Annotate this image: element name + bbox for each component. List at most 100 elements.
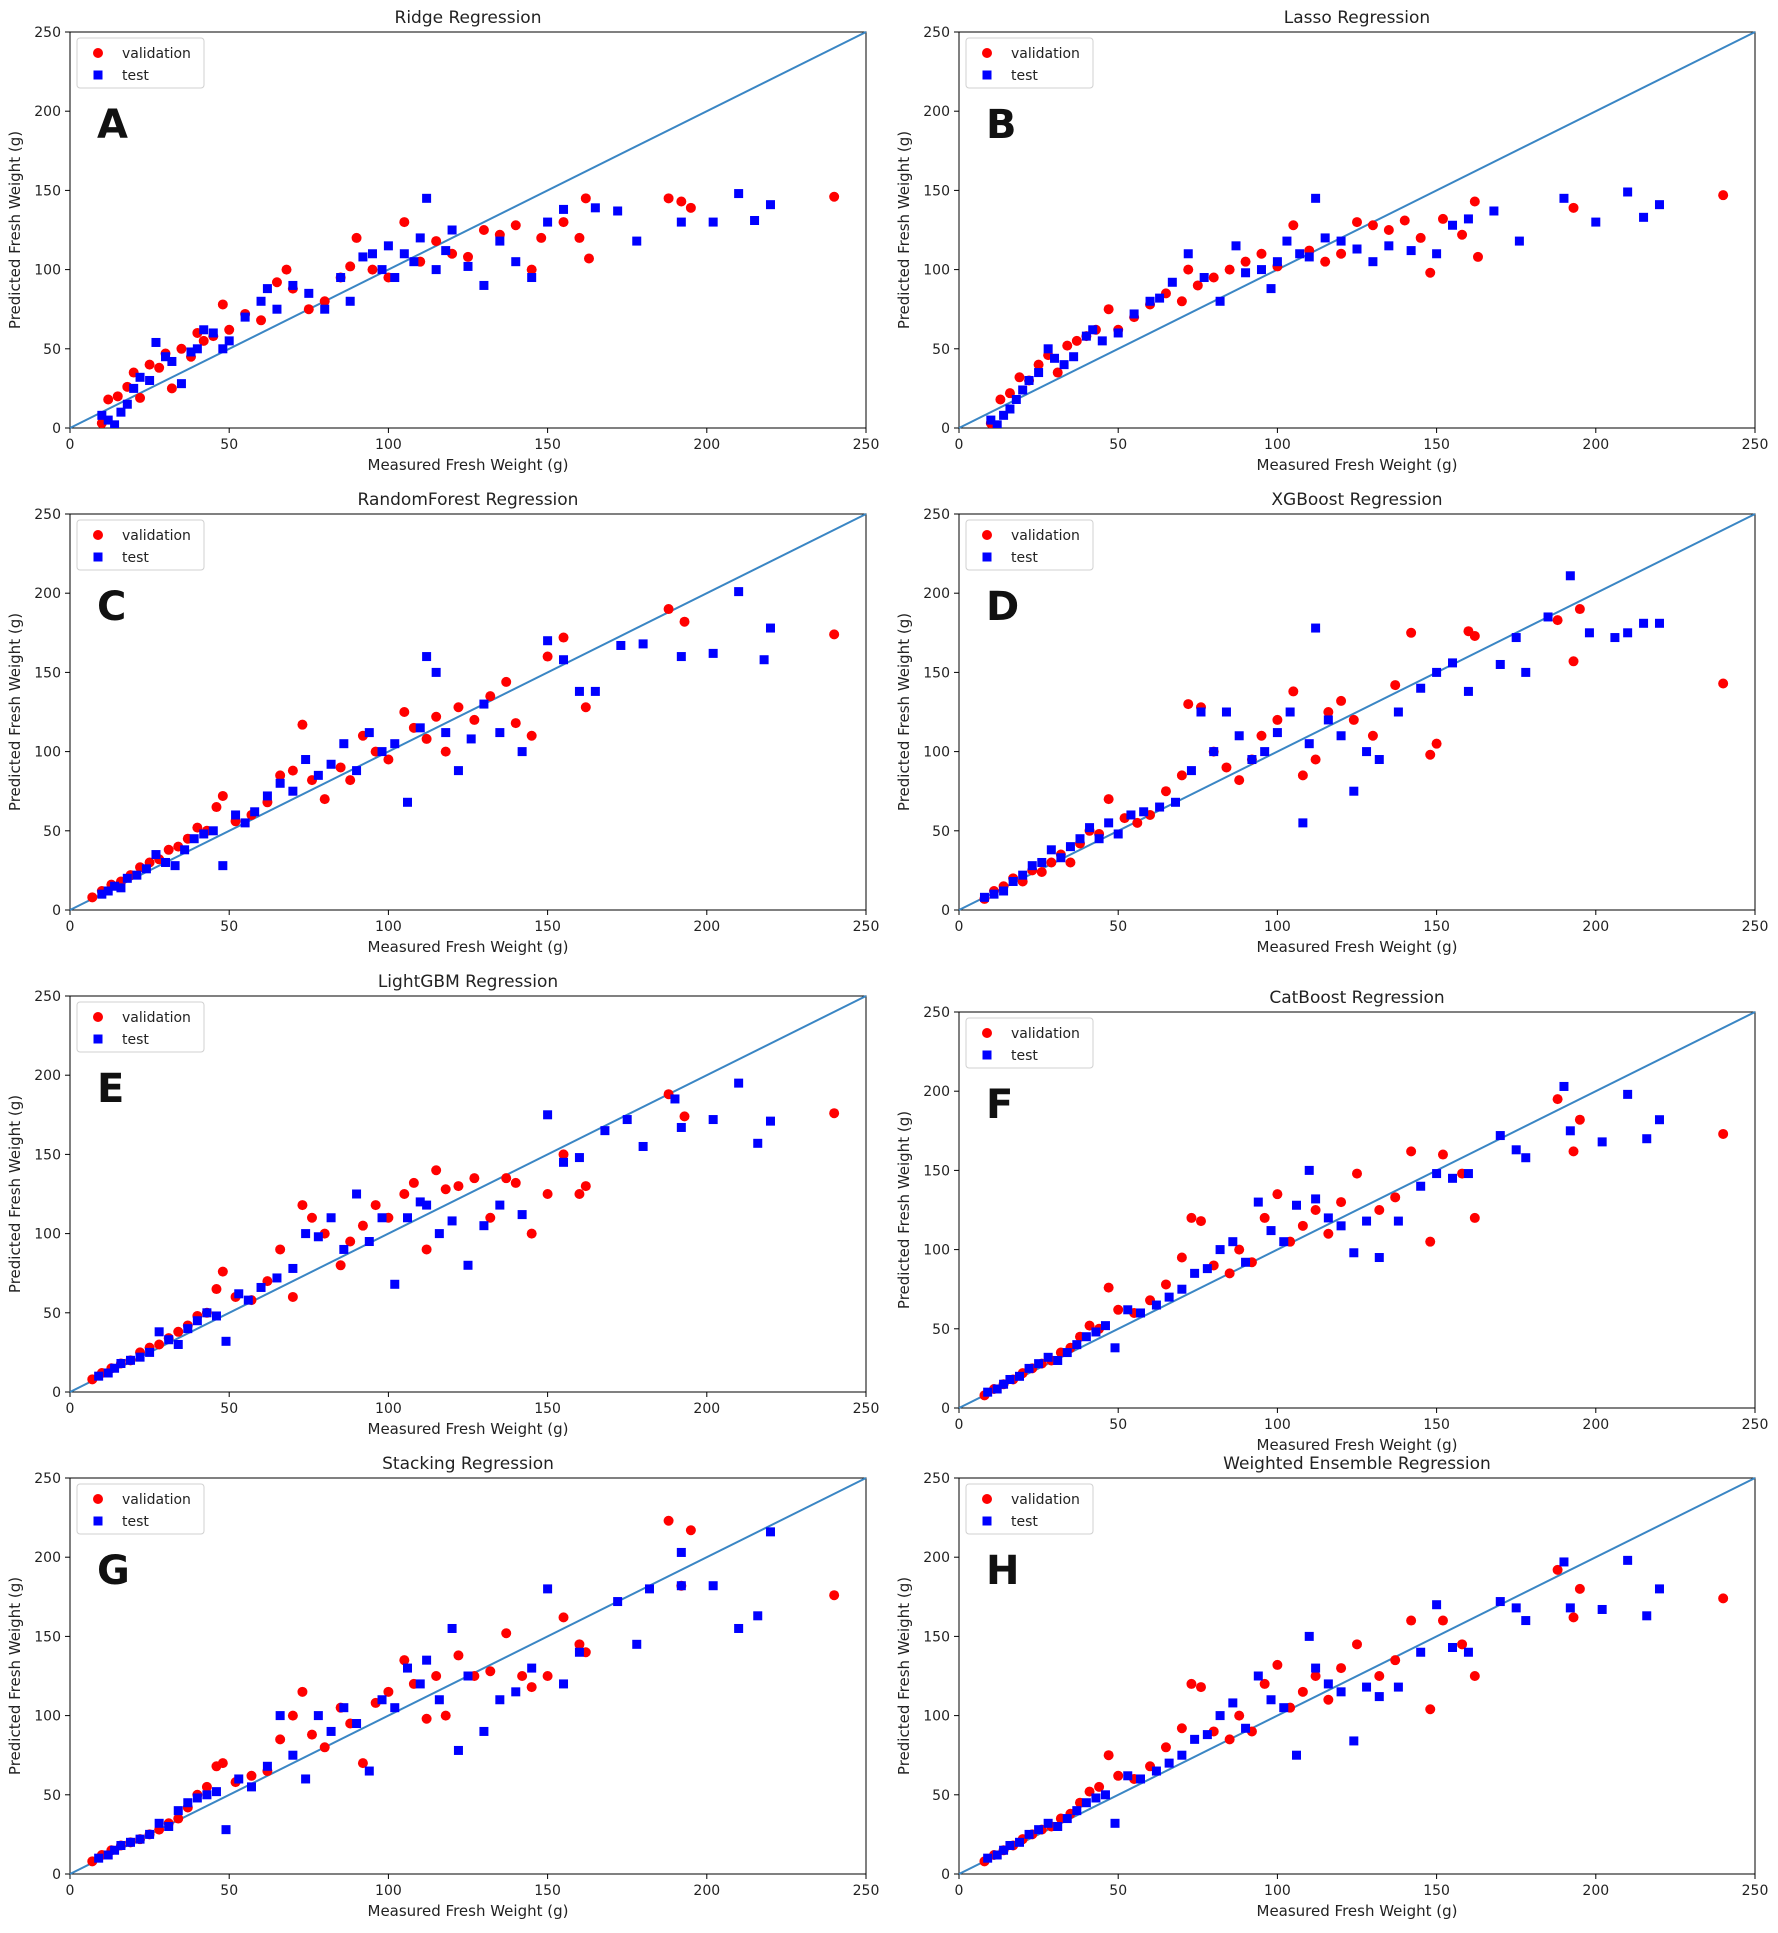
test-point: [1495, 1131, 1505, 1141]
legend-box: [965, 1483, 1094, 1535]
test-point: [1018, 385, 1028, 395]
test-point: [390, 1703, 400, 1713]
validation-point: [526, 264, 537, 275]
test-point: [301, 755, 311, 765]
data-points: [87, 1078, 840, 1385]
test-point: [1374, 755, 1384, 765]
test-point: [479, 1221, 489, 1231]
x-tick-label: 100: [1264, 919, 1291, 935]
test-point: [301, 1774, 311, 1784]
y-tick-label: 150: [34, 183, 61, 199]
x-tick-label: 150: [534, 437, 561, 453]
test-point: [753, 1611, 763, 1621]
test-point: [1123, 1771, 1133, 1781]
test-point: [1393, 1216, 1403, 1226]
validation-point: [87, 892, 98, 903]
chart-panel-a: Ridge Regression 0 50 100 150 200 250 0 50 100 150…: [0, 0, 889, 482]
test-point: [574, 1647, 584, 1657]
chart-svg: Weighted Ensemble Regression 0 50 100 150 200…: [895, 1454, 1768, 1920]
series-test: [986, 187, 1664, 428]
test-point: [632, 1639, 642, 1649]
test-point: [1623, 1089, 1633, 1099]
validation-point: [1288, 220, 1299, 231]
test-point: [1597, 1137, 1607, 1147]
test-point: [1323, 1213, 1333, 1223]
validation-point: [1046, 857, 1057, 868]
test-point: [1034, 1359, 1044, 1369]
data-points: [96, 189, 840, 428]
validation-point: [676, 196, 687, 207]
validation-point: [421, 1244, 432, 1255]
test-point: [262, 791, 272, 801]
validation-point: [1718, 190, 1729, 201]
test-point: [275, 778, 285, 788]
test-point: [192, 344, 202, 354]
test-point: [415, 1197, 425, 1207]
test-point: [1155, 293, 1165, 303]
validation-point: [440, 1184, 451, 1195]
validation-point: [1186, 1212, 1197, 1223]
axes-frame: [69, 1477, 867, 1875]
x-tick-label: 0: [955, 919, 964, 935]
x-tick-label: 150: [1423, 437, 1450, 453]
test-point: [1416, 683, 1426, 693]
x-axis-label: Measured Fresh Weight (g): [1257, 456, 1458, 474]
y-tick-label: 50: [43, 342, 61, 358]
legend-marker-validation: [93, 1494, 103, 1504]
validation-point: [1348, 714, 1359, 725]
chart-title: Ridge Regression: [395, 8, 542, 28]
validation-point: [246, 1770, 257, 1781]
test-point: [1190, 1734, 1200, 1744]
validation-point: [580, 193, 591, 204]
test-point: [1393, 707, 1403, 717]
validation-point: [1310, 754, 1321, 765]
test-point: [145, 1347, 155, 1357]
x-tick-label: 100: [375, 437, 402, 453]
panel-letter: A: [97, 102, 128, 148]
test-point: [129, 383, 139, 393]
x-tick-label: 200: [1582, 919, 1609, 935]
legend-marker-test: [93, 1034, 103, 1044]
test-point: [326, 759, 336, 769]
panel-letter: B: [986, 102, 1017, 148]
test-point: [1139, 807, 1149, 817]
validation-point: [663, 1515, 674, 1526]
x-tick-label: 0: [66, 1401, 75, 1417]
test-point: [1292, 1750, 1302, 1760]
legend-marker-validation: [982, 48, 992, 58]
test-point: [1304, 739, 1314, 749]
validation-point: [1367, 730, 1378, 741]
validation-point: [1065, 857, 1076, 868]
y-tick-label: 200: [923, 1550, 950, 1566]
x-tick-label: 250: [853, 1883, 880, 1899]
validation-point: [536, 232, 547, 243]
test-point: [495, 1200, 505, 1210]
test-point: [759, 655, 769, 665]
test-point: [1311, 1663, 1321, 1673]
validation-point: [1336, 1663, 1347, 1674]
validation-point: [144, 359, 155, 370]
validation-point: [1272, 1189, 1283, 1200]
test-point: [272, 1273, 282, 1283]
validation-point: [1552, 1564, 1563, 1575]
validation-point: [558, 632, 569, 643]
test-point: [1654, 1584, 1664, 1594]
validation-point: [1568, 1612, 1579, 1623]
test-point: [1065, 842, 1075, 852]
test-point: [1091, 1327, 1101, 1337]
test-point: [1151, 1766, 1161, 1776]
test-point: [1062, 1348, 1072, 1358]
validation-point: [501, 676, 512, 687]
test-point: [377, 1695, 387, 1705]
test-point: [517, 1210, 527, 1220]
y-axis-label: Predicted Fresh Weight (g): [895, 613, 913, 811]
validation-point: [1259, 1678, 1270, 1689]
test-point: [543, 1584, 553, 1594]
test-point: [1075, 834, 1085, 844]
series-validation: [96, 191, 840, 428]
test-point: [1448, 1642, 1458, 1652]
validation-point: [829, 629, 840, 640]
test-point: [1463, 1169, 1473, 1179]
y-axis-label: Predicted Fresh Weight (g): [6, 131, 24, 329]
test-point: [161, 857, 171, 867]
